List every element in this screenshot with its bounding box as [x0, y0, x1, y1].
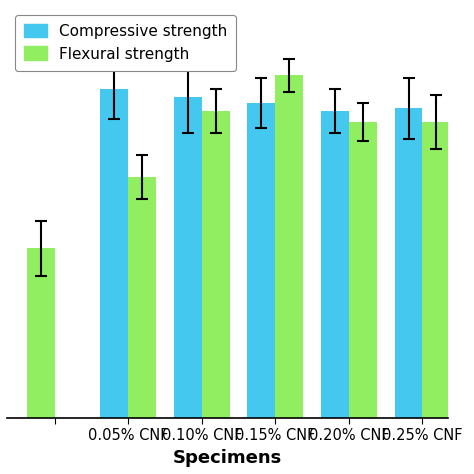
Bar [422, 122, 450, 418]
Bar [27, 248, 55, 418]
X-axis label: Specimens: Specimens [173, 449, 282, 467]
Bar [247, 103, 275, 418]
Bar [174, 97, 202, 418]
Bar [275, 75, 303, 418]
Bar [128, 177, 156, 418]
Bar [321, 111, 349, 418]
Bar [100, 89, 128, 418]
Bar [349, 122, 377, 418]
Legend: Compressive strength, Flexural strength: Compressive strength, Flexural strength [15, 15, 237, 71]
Bar [202, 111, 230, 418]
Bar [394, 109, 422, 418]
